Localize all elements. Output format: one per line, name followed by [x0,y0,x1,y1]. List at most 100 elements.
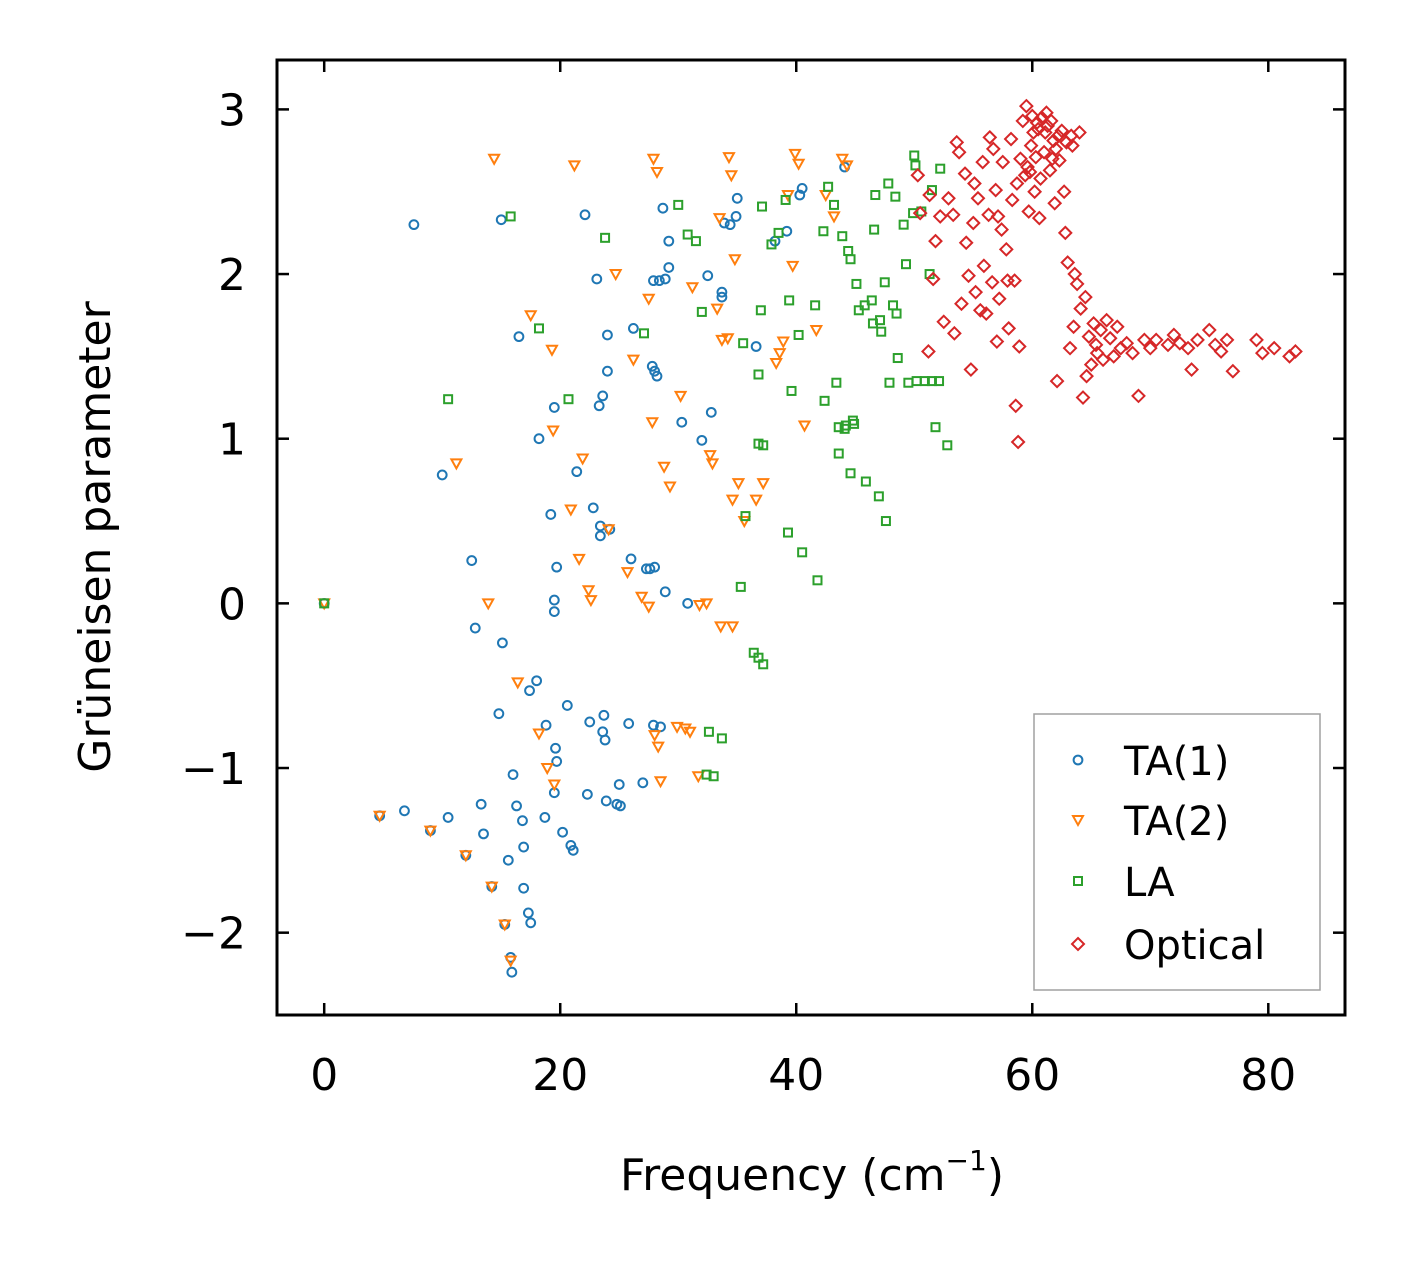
data-point [731,478,746,491]
data-point [788,148,802,161]
data-point [1017,167,1033,183]
data-point [990,209,1006,224]
data-point [1095,352,1111,368]
data-point [735,581,746,592]
data-point [867,318,878,329]
data-point [976,258,992,274]
data-point [1057,225,1073,241]
data-point [921,344,936,359]
data-point [758,440,769,451]
data-point [663,262,675,273]
legend-markers [1070,754,1086,952]
data-point [459,850,473,863]
x-tick-label: 40 [768,1050,824,1101]
data-point [1125,345,1140,361]
data-point [1040,118,1056,134]
data-point [1136,332,1152,348]
data-point [663,235,675,247]
data-point [1099,312,1115,328]
data-point [601,524,616,537]
data-point [550,742,561,754]
data-point [951,144,967,160]
data-point [653,275,665,287]
data-point [1044,151,1060,167]
data-point [703,726,714,737]
data-point [1166,327,1182,343]
data-point [934,376,945,387]
data-point [942,440,953,451]
data-point [642,601,656,614]
data-point [1201,322,1217,338]
data-point [922,187,938,203]
data-point [571,466,583,478]
data-point [1048,141,1064,157]
data-point [399,805,410,817]
data-point [1015,113,1031,129]
data-point [981,207,997,223]
data-point [721,333,735,346]
data-point [985,141,1001,157]
data-point [912,205,928,221]
data-point [780,194,791,205]
data-point [891,308,902,319]
legend-label-ta2: TA(2) [1123,799,1229,845]
x-axis-label: Frequency (cm−1) [620,1144,1004,1201]
data-point [725,621,740,634]
legend-marker [1071,815,1085,828]
data-point [797,547,808,558]
y-tick-label: 2 [218,250,246,301]
data-point [900,259,911,270]
data-point [597,390,609,402]
data-point [572,553,586,566]
data-point [683,726,697,739]
x-tick-label: 80 [1240,1050,1296,1101]
data-point [627,322,639,334]
data-point [1119,335,1135,351]
data-point [1022,164,1038,180]
data-point [975,154,991,170]
data-point [961,268,976,284]
data-point [967,176,982,191]
data-point [786,385,797,396]
data-point [639,328,650,339]
data-point [1056,184,1072,200]
data-point [506,966,518,978]
data-point [625,553,637,565]
data-point [716,286,728,298]
data-point [626,354,641,367]
data-point [524,685,535,697]
data-point [663,481,677,494]
data-point [678,723,693,736]
data-point [1069,276,1085,292]
data-point [524,310,538,323]
data-point [1088,337,1104,353]
data-point [1023,138,1039,154]
data-point [970,190,986,206]
data-point [561,700,573,711]
data-point [548,594,560,606]
legend-label-ta1: TA(1) [1123,739,1229,785]
data-point [1029,115,1045,130]
data-point [645,417,659,430]
data-point [1039,105,1054,121]
data-point [705,406,717,418]
data-point [481,598,495,611]
data-point [954,296,969,312]
data-point [699,598,714,611]
data-point [517,815,528,827]
data-point [1051,153,1067,168]
data-point [791,158,806,171]
data-point [584,595,598,608]
data-point [827,211,841,224]
legend: TA(1) TA(2) LA Optical [1033,713,1321,991]
data-point [910,160,921,171]
data-point [715,334,729,347]
data-point [873,491,884,502]
data-point [812,575,823,586]
data-point [513,331,525,343]
x-axis-label-sup: −1 [946,1144,987,1177]
data-point [498,919,512,932]
data-point [1219,332,1235,348]
data-point [833,448,844,459]
